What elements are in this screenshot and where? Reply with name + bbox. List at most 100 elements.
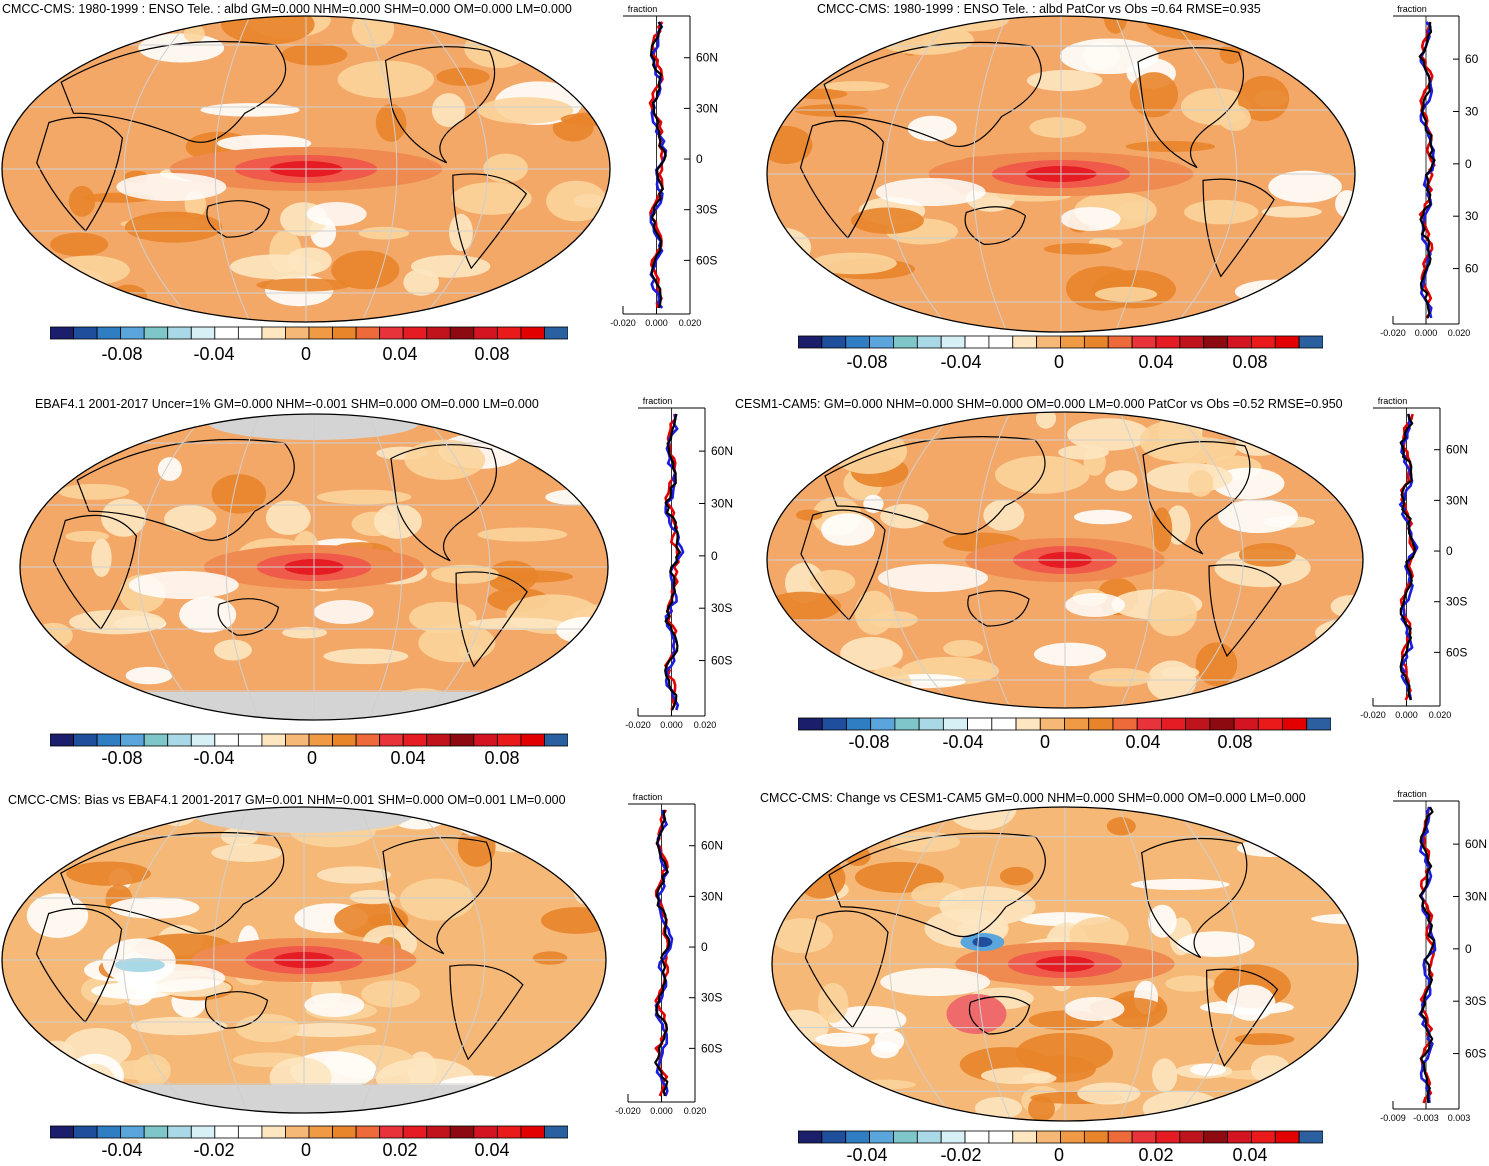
profile-y-tick-label: 0 bbox=[1465, 157, 1472, 171]
map-field-patch bbox=[281, 43, 348, 66]
map-field-patch bbox=[1187, 469, 1214, 497]
map-field-patch bbox=[813, 423, 897, 434]
colorbar-swatch bbox=[916, 335, 942, 349]
map-field-patch bbox=[772, 311, 872, 332]
colorbar-swatch bbox=[1036, 335, 1061, 349]
colorbar-swatch bbox=[214, 733, 239, 747]
colorbar-swatch bbox=[988, 1130, 1014, 1144]
colorbar-swatch bbox=[1274, 1130, 1300, 1144]
colorbar-swatch bbox=[1179, 1130, 1205, 1144]
map-field-patch bbox=[821, 513, 875, 546]
colorbar-swatch bbox=[143, 326, 169, 340]
map-field-patch bbox=[798, 53, 832, 64]
colorbar-swatch bbox=[1209, 717, 1235, 731]
colorbar-swatch bbox=[379, 326, 404, 340]
colorbar-swatch bbox=[1161, 717, 1187, 731]
colorbar-swatch bbox=[473, 1125, 498, 1139]
map-field-patch bbox=[211, 843, 283, 862]
map-field-patch bbox=[907, 115, 957, 142]
map-field-patch bbox=[34, 622, 73, 649]
map-field-patch bbox=[1238, 543, 1296, 567]
map-field-patch bbox=[1152, 1058, 1178, 1093]
map-field-patch bbox=[1250, 1055, 1291, 1084]
map-field-patch bbox=[26, 685, 81, 710]
colorbar-swatch bbox=[1112, 717, 1138, 731]
zonal-mean-profile: fraction -0.020 0.000 0.020 60N 30N 0 30S 60S bbox=[610, 4, 718, 328]
map-field-patch bbox=[183, 24, 205, 43]
map-border bbox=[766, 411, 1364, 709]
colorbar-tick: 0.08 bbox=[1232, 352, 1268, 372]
profile-axis-title: fraction bbox=[628, 4, 658, 14]
map-field-patch bbox=[483, 153, 528, 183]
map-field-patch bbox=[875, 178, 986, 206]
coastline bbox=[1141, 837, 1248, 959]
map-field-patch bbox=[943, 639, 984, 657]
colorbar-swatch bbox=[332, 1125, 357, 1139]
colorbar-swatch bbox=[261, 326, 286, 340]
map-field-patch bbox=[323, 648, 409, 665]
map-field-patch bbox=[1067, 418, 1150, 451]
profile-x-tick-label: 0.000 bbox=[645, 318, 668, 328]
colorbar-swatch bbox=[496, 733, 522, 747]
colorbar-swatch bbox=[1131, 1130, 1157, 1144]
map-field-patch bbox=[872, 807, 920, 833]
colorbar-swatch bbox=[237, 733, 263, 747]
colorbar-tick: 0.02 bbox=[1138, 1145, 1174, 1165]
colorbar-tick: -0.04 bbox=[193, 344, 235, 364]
graticule-line bbox=[225, 414, 262, 720]
map-field-patch bbox=[138, 33, 225, 63]
colorbar-swatch bbox=[1233, 717, 1259, 731]
colorbar-swatch bbox=[1107, 335, 1133, 349]
colorbar-swatch bbox=[1203, 335, 1228, 349]
colorbar-swatch bbox=[1083, 1130, 1109, 1144]
map-field-patch bbox=[1139, 420, 1204, 461]
colorbar-swatch bbox=[190, 733, 216, 747]
colorbar-swatch bbox=[1251, 335, 1276, 349]
coastline bbox=[52, 514, 138, 630]
graticule-line bbox=[122, 807, 195, 1113]
map-field-patch bbox=[128, 571, 239, 599]
panel-title: CMCC-CMS: Change vs CESM1-CAM5 GM=0.000 … bbox=[760, 791, 1306, 805]
colorbar-swatch bbox=[942, 717, 968, 731]
colorbar-swatch bbox=[798, 717, 823, 731]
colorbar-tick: -0.04 bbox=[940, 352, 982, 372]
graticule-line bbox=[1117, 807, 1154, 1121]
coastline bbox=[390, 444, 497, 562]
map-field-patch bbox=[2, 66, 54, 91]
map-field-patch bbox=[1088, 668, 1152, 687]
map-field-patch bbox=[19, 1064, 83, 1103]
map-field-patch bbox=[69, 609, 166, 635]
colorbar-swatch bbox=[869, 1130, 894, 1144]
colorbar-tick: 0 bbox=[306, 748, 318, 768]
colorbar-swatch bbox=[496, 326, 522, 340]
colorbar-swatch bbox=[988, 335, 1014, 349]
map-field-patch bbox=[2, 301, 30, 322]
colorbar-swatch bbox=[1155, 1130, 1181, 1144]
map-field-patch bbox=[878, 564, 988, 592]
coastline bbox=[60, 40, 287, 143]
colorbar-swatch bbox=[1257, 717, 1283, 731]
map-field-patch bbox=[133, 1054, 171, 1088]
coastline bbox=[455, 571, 528, 668]
colorbar-swatch bbox=[1251, 1130, 1276, 1144]
map-border bbox=[19, 413, 609, 721]
colorbar-swatch bbox=[940, 335, 966, 349]
profile-y-tick-label: 0 bbox=[696, 152, 703, 166]
profile-y-tick-label: 30S bbox=[1465, 994, 1486, 1008]
profile-y-tick-label: 30N bbox=[1465, 889, 1487, 903]
colorbar bbox=[50, 733, 568, 747]
map-field-patch bbox=[1176, 931, 1255, 957]
colorbar-swatch bbox=[845, 1130, 870, 1144]
colorbar-swatch bbox=[1012, 1130, 1038, 1144]
colorbar-swatch bbox=[214, 1125, 239, 1139]
map-field-patch bbox=[282, 626, 328, 639]
colorbar-swatch bbox=[261, 733, 286, 747]
map-field-patch bbox=[1077, 1082, 1141, 1105]
colorbar-swatch bbox=[940, 1130, 966, 1144]
profile-x-tick-label: 0.000 bbox=[1415, 328, 1438, 338]
map-field-patch bbox=[1060, 207, 1121, 231]
map-field-patch bbox=[451, 182, 532, 215]
map-field-patch bbox=[810, 252, 897, 275]
colorbar-tick: 0.04 bbox=[1125, 732, 1161, 752]
colorbar-swatch bbox=[1083, 335, 1109, 349]
